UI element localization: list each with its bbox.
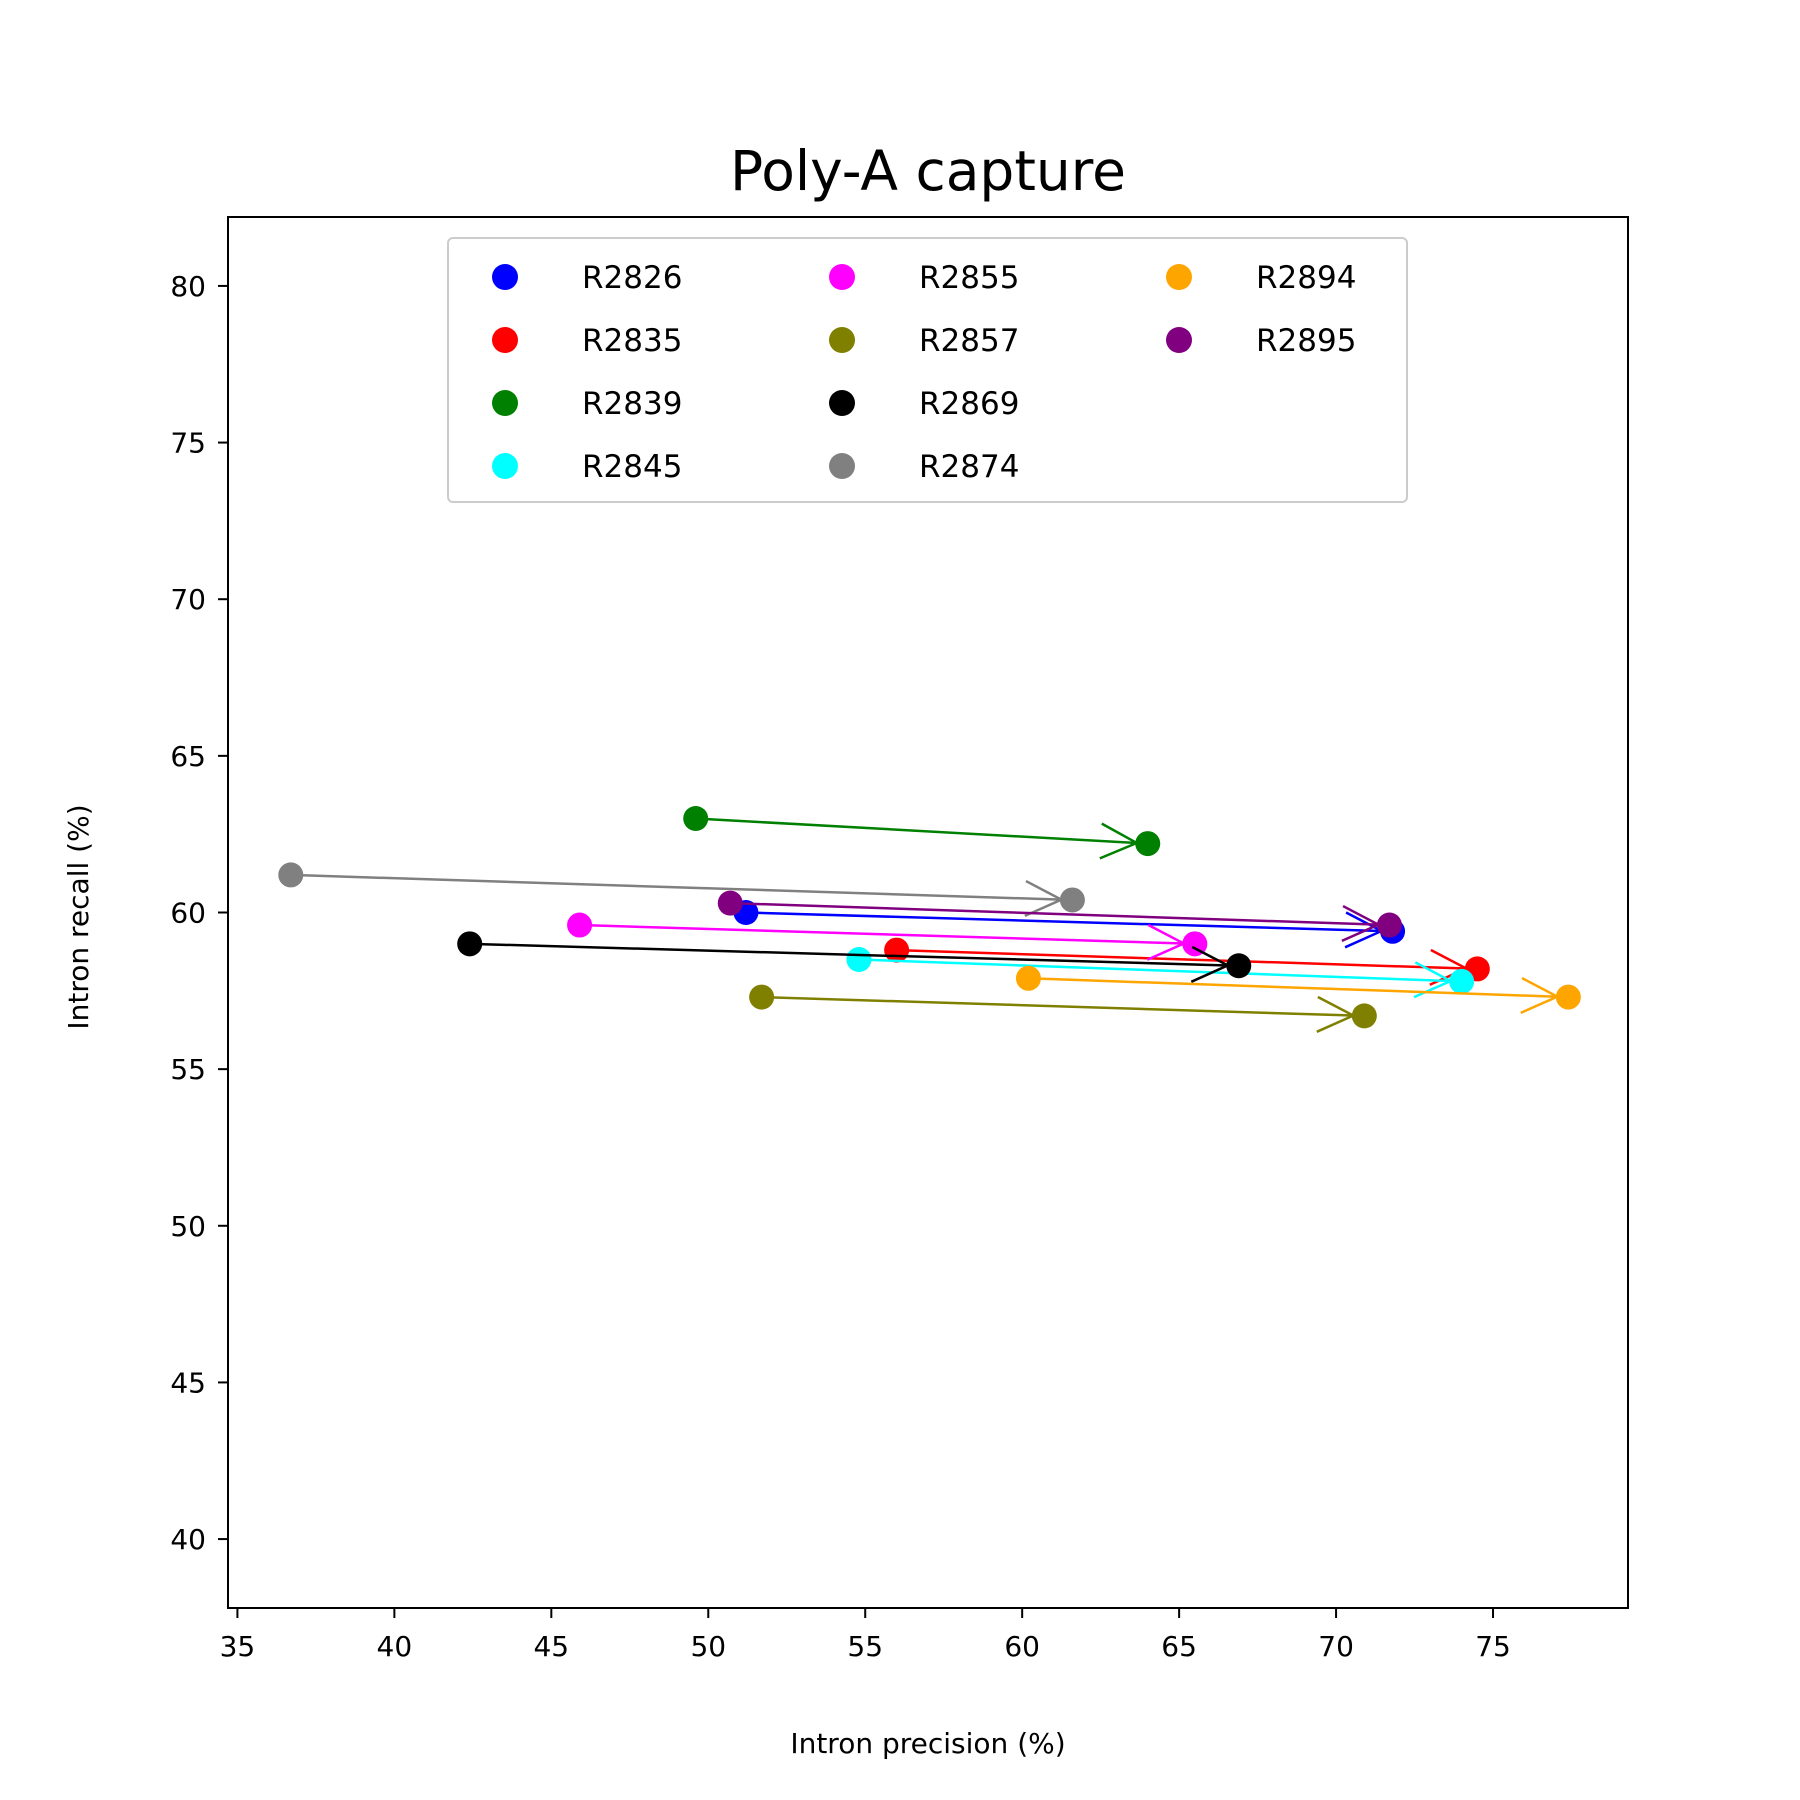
- series-r2855: [567, 912, 1208, 961]
- data-point-start: [278, 862, 304, 888]
- legend-label: R2857: [919, 323, 1019, 359]
- arrow-line: [761, 995, 1354, 1017]
- arrow-line: [896, 948, 1467, 970]
- arrow-line: [695, 817, 1137, 845]
- y-tick-label: 75: [170, 427, 206, 460]
- legend-marker: [1166, 264, 1192, 290]
- data-point-start: [457, 931, 483, 957]
- legend-label: R2826: [582, 260, 682, 296]
- data-point-end: [1376, 912, 1402, 938]
- series-r2895: [717, 890, 1402, 943]
- data-point-end: [1226, 953, 1252, 979]
- y-tick-label: 45: [170, 1366, 206, 1399]
- x-tick-label: 55: [847, 1630, 883, 1663]
- x-tick-label: 50: [690, 1630, 726, 1663]
- legend-entry: R2845: [492, 449, 682, 485]
- y-tick-label: 80: [170, 270, 206, 303]
- legend-label: R2894: [1256, 260, 1356, 296]
- legend-label: R2839: [582, 386, 682, 422]
- legend-entry: R2835: [492, 323, 682, 359]
- axes: 35 40 45 50 55 60 65 70 75 40 45 50 55 60 65 70 75 80: [170, 216, 1629, 1663]
- legend: R2826 R2835 R2839 R2845 R2855 R2857 R2869 R2874…: [447, 237, 1408, 503]
- y-tick-label: 70: [170, 583, 206, 616]
- data-point-start: [717, 890, 743, 916]
- series-r2857: [749, 984, 1377, 1033]
- data-point-end: [1351, 1003, 1377, 1029]
- legend-entry: R2826: [492, 260, 682, 296]
- x-tick-label: 35: [220, 1630, 256, 1663]
- y-tick-label: 50: [170, 1210, 206, 1243]
- legend-label: R2855: [919, 260, 1019, 296]
- plot-marks: [278, 806, 1581, 1033]
- legend-entry: R2874: [829, 449, 1019, 485]
- x-tick-label: 40: [377, 1630, 413, 1663]
- series-r2839: [683, 806, 1161, 860]
- legend-marker: [492, 264, 518, 290]
- legend-marker: [492, 453, 518, 479]
- data-point-end: [1135, 831, 1161, 857]
- data-point-start: [567, 912, 593, 938]
- legend-entry: R2839: [492, 386, 682, 422]
- legend-marker: [829, 264, 855, 290]
- y-axis-label: Intron recall (%): [62, 804, 95, 1029]
- data-point-start: [1015, 965, 1041, 991]
- x-tick-label: 45: [533, 1630, 569, 1663]
- data-point-start: [683, 806, 709, 832]
- x-tick-label: 65: [1161, 1630, 1197, 1663]
- y-tick-label: 60: [170, 897, 206, 930]
- y-tick-label: 55: [170, 1053, 206, 1086]
- x-tick-label: 70: [1318, 1630, 1354, 1663]
- x-axis-label: Intron precision (%): [790, 1727, 1065, 1760]
- data-point-end: [1059, 887, 1085, 913]
- legend-label: R2835: [582, 323, 682, 359]
- data-point-end: [1449, 968, 1475, 994]
- arrow-line: [1028, 977, 1558, 998]
- arrow-line: [730, 901, 1379, 926]
- legend-label: R2895: [1256, 323, 1356, 359]
- legend-entry: R2855: [829, 260, 1019, 296]
- arrow-line: [290, 873, 1062, 901]
- legend-marker: [1166, 327, 1192, 353]
- legend-label: R2845: [582, 449, 682, 485]
- data-point-start: [749, 984, 775, 1010]
- legend-entry: R2895: [1166, 323, 1356, 359]
- series-r2894: [1015, 965, 1581, 1014]
- legend-marker: [492, 390, 518, 416]
- legend-marker: [829, 327, 855, 353]
- data-point-end: [1555, 984, 1581, 1010]
- series-r2869: [457, 931, 1252, 983]
- y-tick-label: 65: [170, 740, 206, 773]
- arrow-line: [745, 911, 1382, 933]
- legend-marker: [829, 390, 855, 416]
- y-tick-label: 40: [170, 1523, 206, 1556]
- legend-label: R2874: [919, 449, 1019, 485]
- series-r2874: [278, 862, 1085, 917]
- legend-entry: R2869: [829, 386, 1019, 422]
- legend-marker: [829, 453, 855, 479]
- legend-marker: [492, 327, 518, 353]
- legend-label: R2869: [919, 386, 1019, 422]
- legend-entry: R2857: [829, 323, 1019, 359]
- legend-entry: R2894: [1166, 260, 1356, 296]
- chart-title: Poly-A capture: [730, 139, 1126, 203]
- data-point-end: [1182, 931, 1208, 957]
- arrow-line: [858, 958, 1451, 983]
- data-point-start: [846, 946, 872, 972]
- x-tick-label: 75: [1475, 1630, 1511, 1663]
- arrow-line: [579, 923, 1184, 945]
- legend-box: [447, 237, 1408, 503]
- arrow-line: [469, 942, 1228, 967]
- x-tick-label: 60: [1004, 1630, 1040, 1663]
- data-point-start: [884, 937, 910, 963]
